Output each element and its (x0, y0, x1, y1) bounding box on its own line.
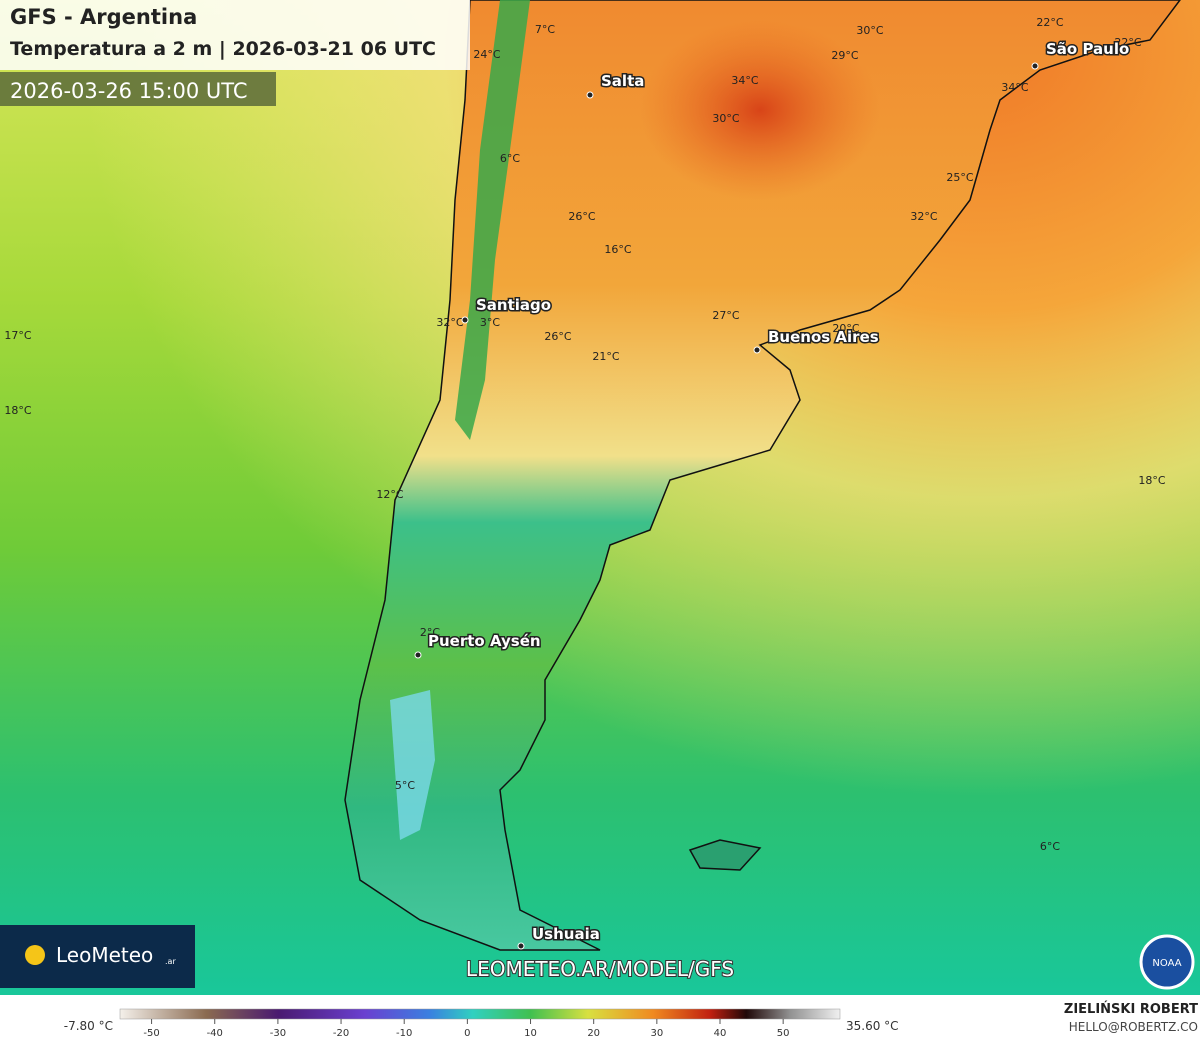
time-box (0, 72, 276, 106)
temperature-label: 32°C (910, 210, 937, 223)
temperature-label: 21°C (592, 350, 619, 363)
colorbar-tick-label: 0 (464, 1028, 470, 1039)
temperature-label: 18°C (4, 404, 31, 417)
city-label: São Paulo (1046, 40, 1129, 58)
noaa-logo (1139, 934, 1195, 990)
city-label: Salta (601, 72, 644, 90)
title: GFS - Argentina (10, 5, 197, 29)
temperature-label: 6°C (1040, 840, 1060, 853)
colorbar-tick-label: -40 (207, 1028, 223, 1039)
logo-sun (25, 945, 45, 965)
temperature-label: 20°C (832, 322, 859, 335)
temperature-label: 18°C (1138, 474, 1165, 487)
credit-author: ZIELIŃSKI ROBERT (1064, 1001, 1198, 1017)
credit-email: HELLO@ROBERTZ.CO (1069, 1020, 1198, 1034)
temperature-label: 25°C (946, 171, 973, 184)
temperature-label: 29°C (831, 49, 858, 62)
header-box (0, 0, 470, 70)
city-dot (753, 346, 761, 354)
temperature-label: 26°C (568, 210, 595, 223)
temperature-label: 22°C (1114, 36, 1141, 49)
temperature-label: 26°C (544, 330, 571, 343)
colorbar-max: 35.60 °C (846, 1019, 899, 1033)
colorbar-tick-label: 20 (587, 1028, 600, 1039)
map-background (0, 0, 1200, 995)
colorbar-tick-label: -50 (143, 1028, 159, 1039)
temperature-label: 34°C (731, 74, 758, 87)
colorbar-tick-label: -30 (270, 1028, 286, 1039)
temperature-label: 27°C (712, 309, 739, 322)
city-dot (586, 91, 594, 99)
temperature-label: 2°C (420, 626, 440, 639)
city-label: Santiago (476, 296, 551, 314)
temperature-label: 12°C (376, 488, 403, 501)
colorbar-min: -7.80 °C (64, 1019, 113, 1033)
noaa-text: NOAA (1152, 958, 1181, 969)
temperature-label: 17°C (4, 329, 31, 342)
subtitle: Temperatura a 2 m | 2026-03-21 06 UTC (10, 38, 436, 60)
colorbar-tick-label: 50 (777, 1028, 790, 1039)
colorbar-tick-label: -10 (396, 1028, 412, 1039)
colorbar-tick-label: 40 (714, 1028, 727, 1039)
temperature-label: 30°C (856, 24, 883, 37)
city-dot (517, 942, 525, 950)
temperature-label: 3°C (480, 316, 500, 329)
colorbar (119, 1008, 841, 1020)
colorbar-tick-label: -20 (333, 1028, 349, 1039)
temperature-label: 34°C (1001, 81, 1028, 94)
city-label: Ushuaia (532, 925, 600, 943)
temperature-label: 16°C (604, 243, 631, 256)
city-label: Puerto Aysén (428, 632, 541, 650)
city-label: Buenos Aires (768, 328, 879, 346)
logo-name: LeoMeteo (56, 943, 153, 967)
logo-suffix: .ar (165, 957, 176, 966)
city-dot (461, 316, 469, 324)
url: LEOMETEO.AR/MODEL/GFS (466, 957, 734, 981)
temperature-label: 22°C (1036, 16, 1063, 29)
colorbar-tick-label: 30 (650, 1028, 663, 1039)
temperature-label: 7°C (535, 23, 555, 36)
city-dot (414, 651, 422, 659)
city-dot (1031, 62, 1039, 70)
temperature-label: 5°C (395, 779, 415, 792)
temperature-label: 30°C (712, 112, 739, 125)
temperature-label: 6°C (500, 152, 520, 165)
colorbar-tick-label: 10 (524, 1028, 537, 1039)
valid-time: 2026-03-26 15:00 UTC (10, 79, 248, 103)
temperature-label: 24°C (473, 48, 500, 61)
temperature-label: 32°C (436, 316, 463, 329)
